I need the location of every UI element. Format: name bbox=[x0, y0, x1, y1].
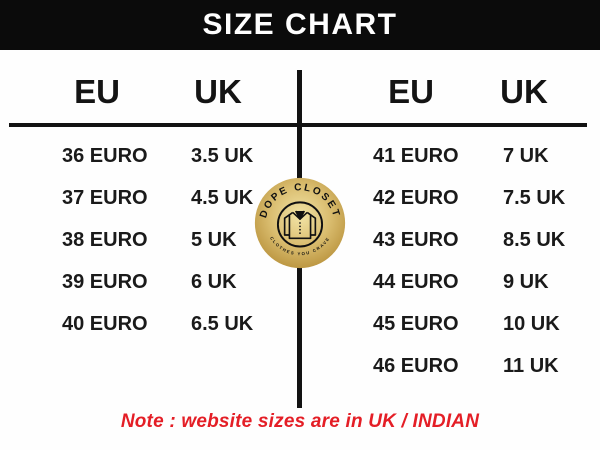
table-cell-uk: 6.5 UK bbox=[191, 313, 254, 335]
right-eu-header: EU bbox=[388, 73, 434, 110]
left-uk-header: UK bbox=[194, 73, 242, 110]
brand-logo: DOPE CLOSET CLOTHES YOU CRAVE bbox=[252, 175, 348, 271]
page-title: SIZE CHART bbox=[202, 8, 398, 41]
table-cell-uk: 7 UK bbox=[503, 145, 549, 167]
table-cell-eu: 40 EURO bbox=[62, 313, 148, 335]
table-cell-eu: 37 EURO bbox=[62, 187, 148, 209]
badge-inner-ring bbox=[276, 201, 324, 248]
table-cell-uk: 8.5 UK bbox=[503, 229, 566, 251]
left-uk-column: 3.5 UK 4.5 UK 5 UK 6 UK 6.5 UK bbox=[191, 135, 253, 345]
right-uk-header: UK bbox=[500, 73, 548, 110]
table-cell-eu: 46 EURO bbox=[373, 355, 459, 377]
table-cell-eu: 42 EURO bbox=[373, 187, 459, 209]
table-cell-eu: 44 EURO bbox=[373, 271, 459, 293]
jacket-buttons bbox=[299, 222, 301, 234]
left-eu-column: 36 EURO 37 EURO 38 EURO 39 EURO 40 EURO bbox=[62, 135, 148, 345]
table-cell-eu: 36 EURO bbox=[62, 145, 148, 167]
table-cell-uk: 3.5 UK bbox=[191, 145, 254, 167]
right-uk-column: 7 UK 7.5 UK 8.5 UK 9 UK 10 UK 11 UK bbox=[503, 135, 565, 387]
header-bar: SIZE CHART bbox=[0, 0, 600, 50]
table-cell-eu: 39 EURO bbox=[62, 271, 148, 293]
table-cell-uk: 7.5 UK bbox=[503, 187, 566, 209]
jacket-icon bbox=[283, 210, 317, 240]
table-cell-uk: 10 UK bbox=[503, 313, 560, 335]
left-eu-header: EU bbox=[74, 73, 120, 110]
table-cell-uk: 11 UK bbox=[503, 355, 559, 377]
table-cell-uk: 9 UK bbox=[503, 271, 549, 293]
table-cell-eu: 43 EURO bbox=[373, 229, 459, 251]
table-cell-eu: 45 EURO bbox=[373, 313, 459, 335]
brand-logo-badge: DOPE CLOSET CLOTHES YOU CRAVE bbox=[254, 177, 346, 269]
table-cell-uk: 4.5 UK bbox=[191, 187, 254, 209]
table-cell-uk: 5 UK bbox=[191, 229, 237, 251]
table-cell-uk: 6 UK bbox=[191, 271, 237, 293]
note-text: Note : website sizes are in UK / INDIAN bbox=[120, 411, 480, 432]
table-cell-eu: 41 EURO bbox=[373, 145, 459, 167]
right-eu-column: 41 EURO 42 EURO 43 EURO 44 EURO 45 EURO … bbox=[373, 135, 459, 387]
table-cell-eu: 38 EURO bbox=[62, 229, 148, 251]
